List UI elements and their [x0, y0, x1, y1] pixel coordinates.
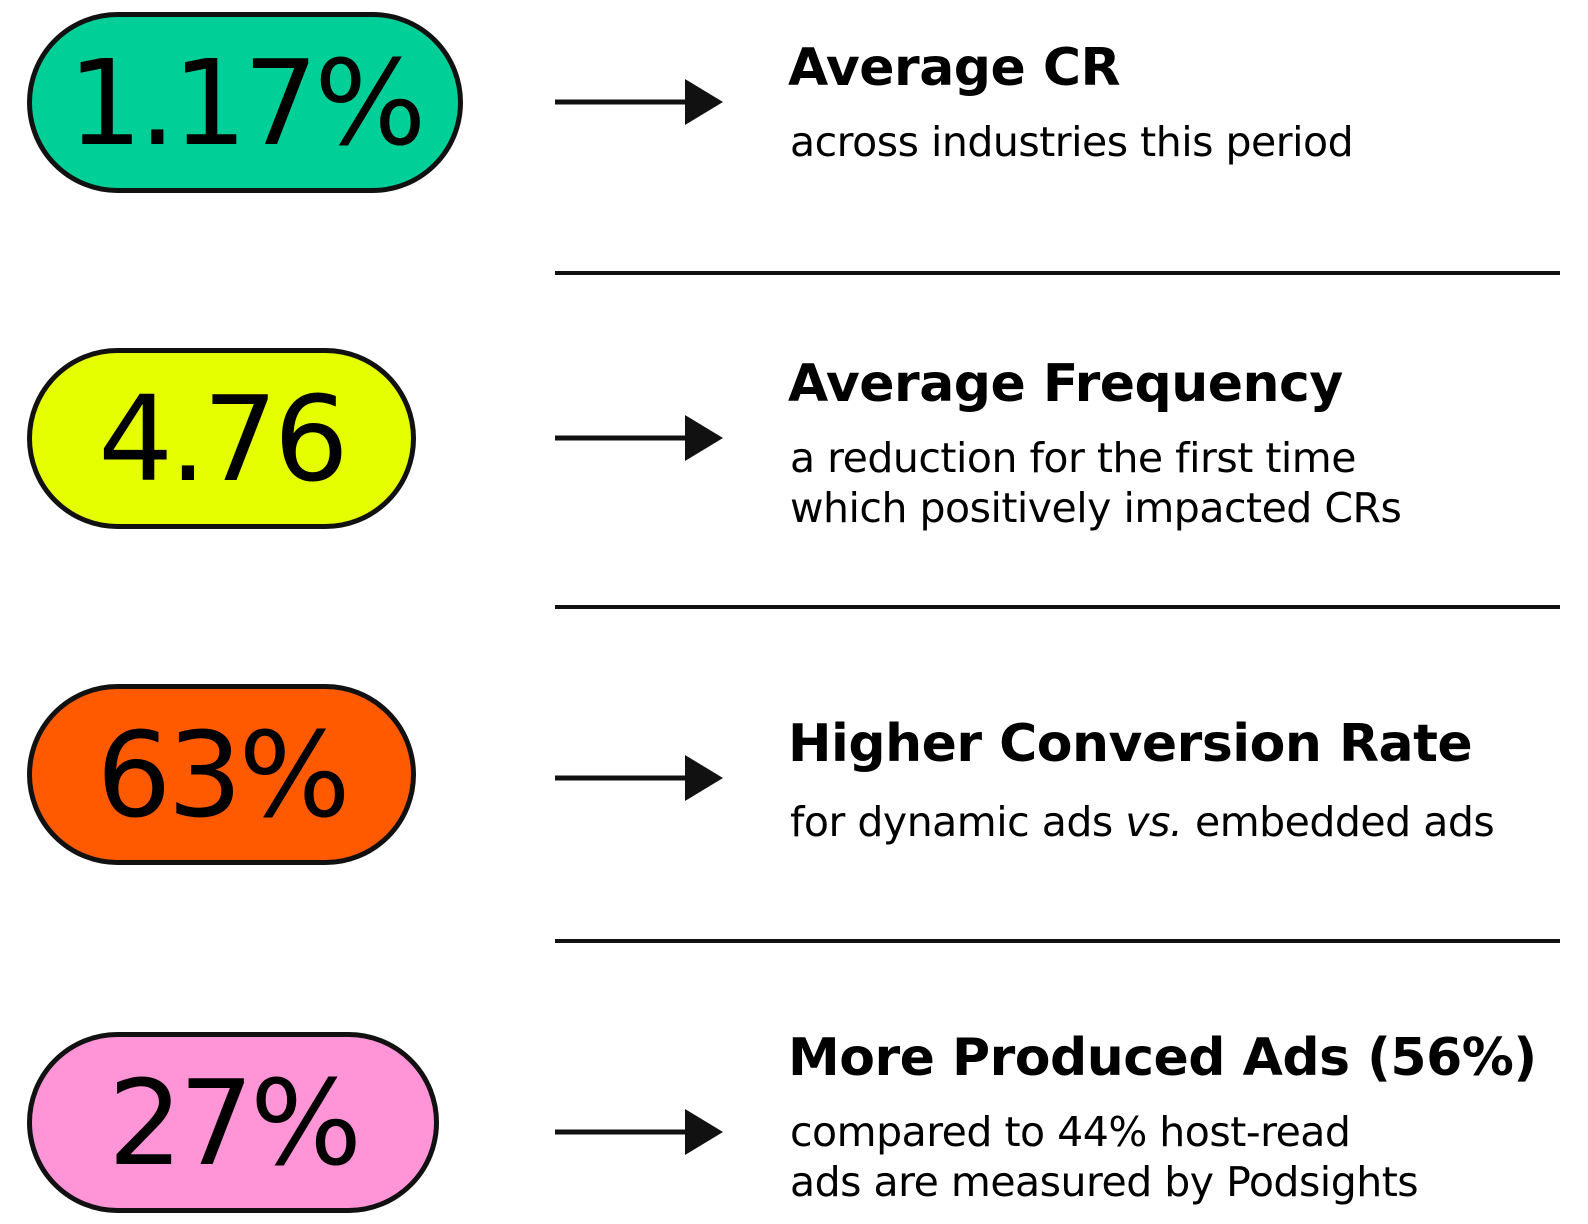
description-line: compared to 44% host-read [790, 1108, 1351, 1156]
arrow [555, 755, 723, 801]
value-pill: 1.17% [27, 12, 463, 193]
description-line: for dynamic ads vs. embedded ads [790, 797, 1495, 847]
value-pill: 63% [27, 684, 416, 865]
item-title: More Produced Ads (56%) [788, 1028, 1537, 1088]
value: 27% [107, 1053, 362, 1192]
arrow [555, 415, 723, 461]
description-line: ads are measured by Podsights [790, 1158, 1419, 1206]
arrow [555, 1109, 723, 1155]
description-segment: vs. [1125, 798, 1183, 846]
separator [555, 605, 1560, 609]
item-title: Average CR [788, 38, 1121, 98]
description-line: across industries this period [790, 118, 1354, 166]
arrow [555, 79, 723, 125]
value: 1.17% [67, 33, 427, 172]
item-description: compared to 44% host-read ads are measure… [790, 1107, 1419, 1207]
value: 4.76 [98, 369, 349, 508]
item-title: Higher Conversion Rate [788, 714, 1473, 774]
description-segment: embedded ads [1182, 798, 1495, 846]
item-description: for dynamic ads vs. embedded ads [790, 797, 1495, 847]
separator [555, 939, 1560, 943]
description-segment: for dynamic ads [790, 798, 1126, 846]
description-line: a reduction for the first time [790, 434, 1356, 482]
description-line: which positively impacted CRs [790, 484, 1402, 532]
value: 63% [96, 705, 350, 844]
item-title: Average Frequency [788, 354, 1343, 414]
value-pill: 27% [27, 1032, 439, 1213]
item-description: a reduction for the first time which posi… [790, 433, 1402, 533]
separator [555, 271, 1560, 275]
item-description: across industries this period [790, 117, 1354, 167]
value-pill: 4.76 [27, 348, 416, 529]
